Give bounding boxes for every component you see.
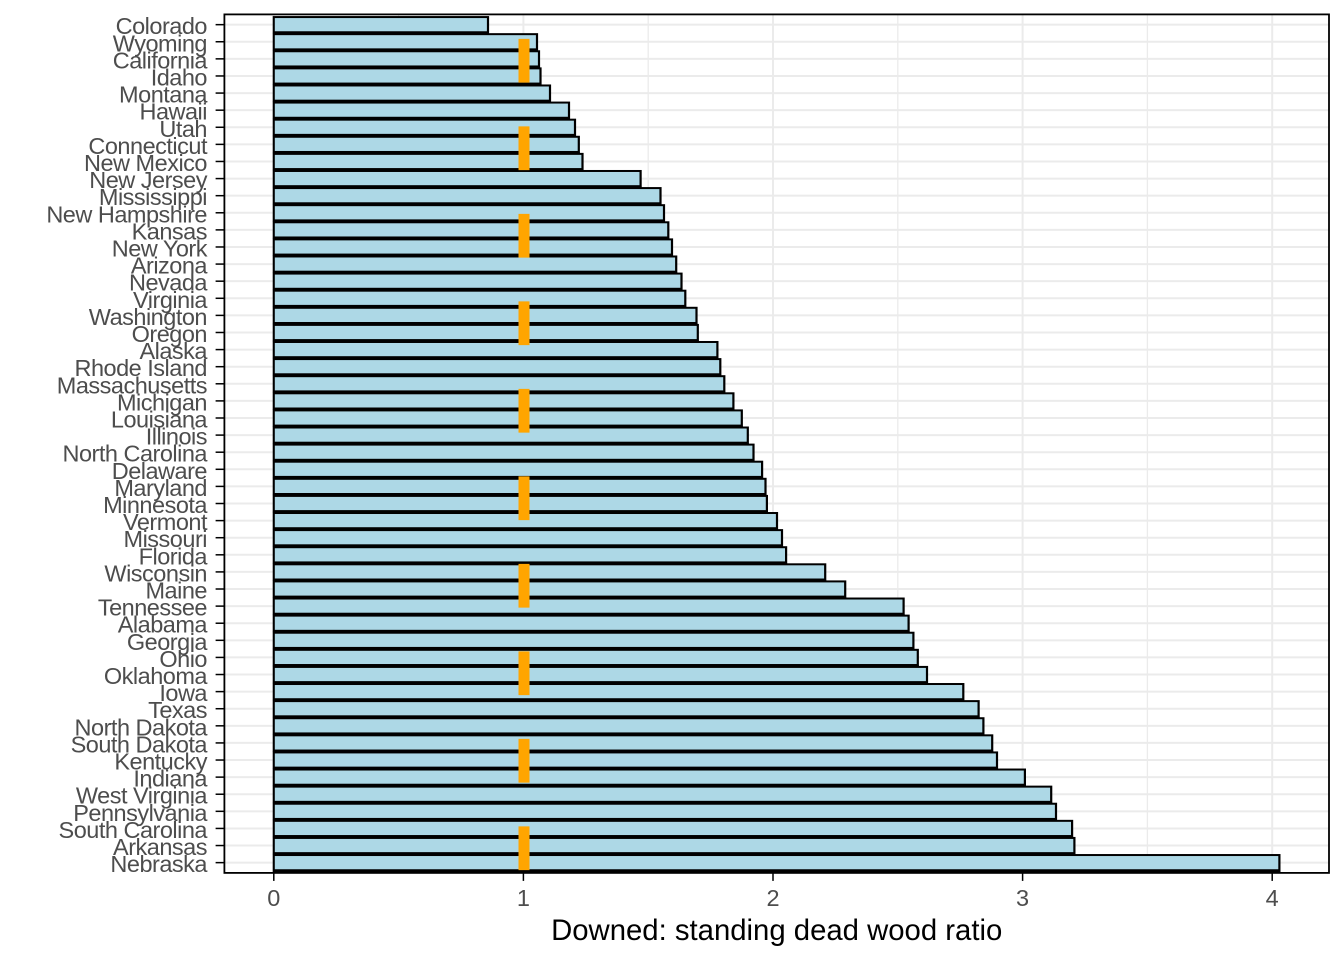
svg-text:California: California <box>113 47 209 73</box>
svg-text:Georgia: Georgia <box>127 629 209 655</box>
svg-text:New York: New York <box>112 235 208 261</box>
svg-text:Texas: Texas <box>148 697 207 723</box>
svg-text:0: 0 <box>267 885 280 911</box>
svg-text:Washington: Washington <box>89 304 207 330</box>
svg-text:2: 2 <box>766 885 779 911</box>
svg-text:Illinois: Illinois <box>146 424 207 450</box>
svg-text:Wisconsin: Wisconsin <box>104 560 207 586</box>
svg-text:Florida: Florida <box>139 543 209 569</box>
svg-text:Oregon: Oregon <box>132 321 207 347</box>
svg-text:1: 1 <box>517 885 530 911</box>
svg-text:New Hampshire: New Hampshire <box>46 201 207 227</box>
svg-text:Missouri: Missouri <box>124 526 207 552</box>
svg-text:North Dakota: North Dakota <box>75 714 209 740</box>
svg-text:Massachusetts: Massachusetts <box>57 372 207 398</box>
svg-text:Michigan: Michigan <box>117 389 207 415</box>
svg-text:Virginia: Virginia <box>133 287 208 313</box>
svg-text:West Virginia: West Virginia <box>76 783 209 809</box>
svg-text:Delaware: Delaware <box>112 458 208 484</box>
svg-text:Alabama: Alabama <box>118 612 209 638</box>
svg-text:Arkansas: Arkansas <box>113 834 207 860</box>
svg-text:Louisiana: Louisiana <box>111 407 209 433</box>
svg-text:Nebraska: Nebraska <box>110 851 208 877</box>
svg-text:Hawaii: Hawaii <box>139 99 207 125</box>
svg-text:Utah: Utah <box>159 116 207 142</box>
svg-text:3: 3 <box>1016 885 1029 911</box>
svg-text:South Dakota: South Dakota <box>71 731 209 757</box>
svg-text:Connecticut: Connecticut <box>88 133 208 159</box>
svg-text:Iowa: Iowa <box>159 680 208 706</box>
svg-text:Minnesota: Minnesota <box>103 492 208 518</box>
svg-text:Kansas: Kansas <box>132 218 207 244</box>
svg-text:New Mexico: New Mexico <box>84 150 207 176</box>
svg-text:New Jersey: New Jersey <box>89 167 208 193</box>
svg-text:Montana: Montana <box>119 82 208 108</box>
svg-text:4: 4 <box>1266 885 1279 911</box>
svg-text:Rhode Island: Rhode Island <box>75 355 208 381</box>
svg-text:Tennessee: Tennessee <box>98 595 208 621</box>
svg-text:Wyoming: Wyoming <box>113 30 207 56</box>
svg-text:Oklahoma: Oklahoma <box>104 663 209 689</box>
svg-text:Idaho: Idaho <box>151 64 208 90</box>
svg-text:Kentucky: Kentucky <box>114 749 207 775</box>
svg-text:Downed: standing dead wood rat: Downed: standing dead wood ratio <box>551 914 1002 947</box>
svg-text:Mississippi: Mississippi <box>99 184 207 210</box>
svg-text:Nevada: Nevada <box>129 270 208 296</box>
svg-text:South Carolina: South Carolina <box>59 817 209 843</box>
svg-text:Ohio: Ohio <box>159 646 207 672</box>
svg-text:North Carolina: North Carolina <box>62 441 208 467</box>
svg-text:Maine: Maine <box>145 578 207 604</box>
svg-text:Vermont: Vermont <box>123 509 208 535</box>
svg-text:Colorado: Colorado <box>116 13 208 39</box>
svg-text:Alaska: Alaska <box>139 338 208 364</box>
svg-text:Maryland: Maryland <box>114 475 207 501</box>
svg-text:Pennsylvania: Pennsylvania <box>73 800 208 826</box>
svg-text:Arizona: Arizona <box>131 253 209 279</box>
svg-text:Indiana: Indiana <box>133 766 208 792</box>
